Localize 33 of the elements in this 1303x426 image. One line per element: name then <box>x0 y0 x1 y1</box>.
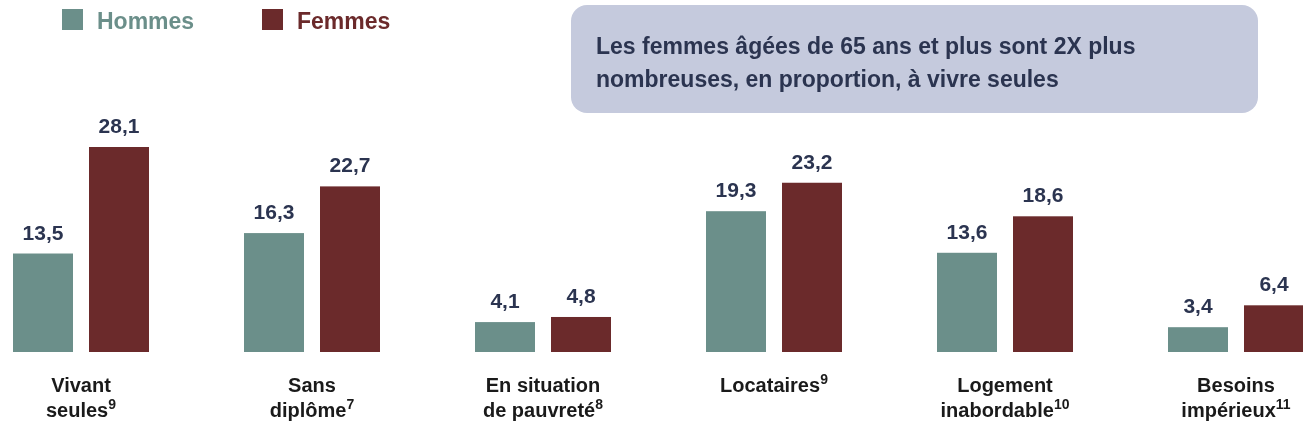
legend-label: Femmes <box>297 8 391 34</box>
data-label: 6,4 <box>1259 272 1289 296</box>
data-label: 22,7 <box>329 153 371 177</box>
bar <box>937 252 997 352</box>
legend-label: Hommes <box>97 8 195 34</box>
x-tick-label: Locataires$^{9}$ <box>720 371 829 396</box>
data-label: 18,6 <box>1022 183 1064 207</box>
bar <box>706 211 766 352</box>
data-label: 3,4 <box>1183 294 1213 318</box>
bar <box>1244 305 1303 352</box>
text: Les femmes âgées de 65 ans et plus sont 2X plus nombreuses, en proportion, à vivre seules <box>596 33 1136 92</box>
data-label: 23,2 <box>791 149 833 173</box>
data-label: 13,5 <box>22 220 64 244</box>
x-tick-label: Vivant seules$^{9}$ <box>45 374 117 421</box>
data-label: 4,8 <box>566 283 596 307</box>
x-tick-label: Besoins impérieux$^{11}$ <box>1181 374 1291 421</box>
data-label: 13,6 <box>946 219 988 243</box>
data-label: 16,3 <box>253 200 295 224</box>
bar <box>782 182 842 352</box>
data-label: 28,1 <box>98 114 140 137</box>
x-tick-label: Logement inabordable$^{10}$ <box>940 374 1070 421</box>
bar <box>475 322 535 352</box>
bar <box>1013 216 1073 352</box>
bar <box>1168 327 1228 352</box>
bar <box>244 233 304 352</box>
x-tick-label: Sans diplôme$^{7}$ <box>269 374 355 421</box>
x-tick-label: En situation de pauvreté$^{8}$ <box>482 374 604 421</box>
data-label: 19,3 <box>715 178 757 202</box>
bar <box>551 316 611 352</box>
bar <box>13 253 73 352</box>
bar <box>320 186 380 352</box>
bar <box>89 147 149 352</box>
data-label: 4,1 <box>490 289 520 313</box>
